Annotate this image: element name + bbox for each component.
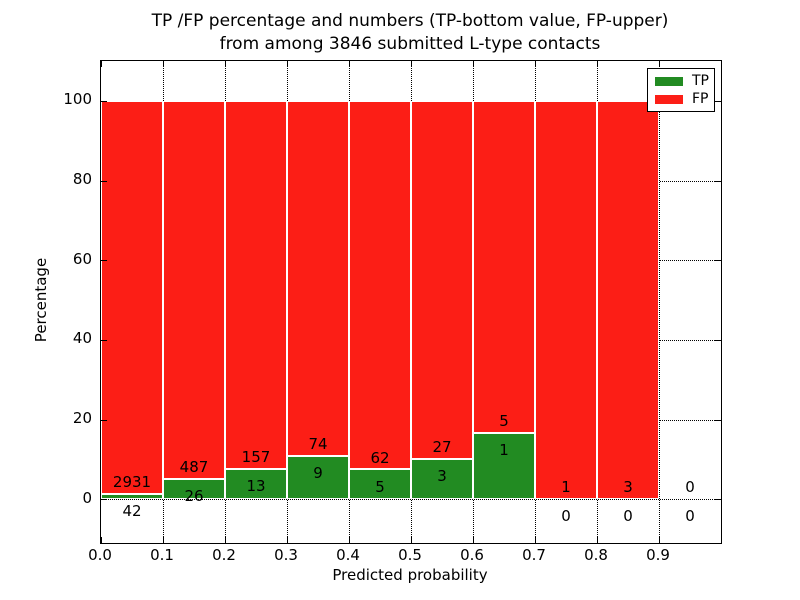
y-tick-mark [101,180,107,182]
bar-tp-segment [411,459,473,500]
x-tick-mark [597,537,598,543]
fp-count-label: 0 [685,478,695,497]
x-axis-label: Predicted probability [332,566,488,584]
fp-color-swatch [655,94,683,104]
y-tick-label: 0 [82,488,92,507]
x-tick-mark [225,537,226,543]
bar-tp-segment [101,493,163,500]
bar-tp-segment [349,469,411,500]
bar-fp-segment [287,100,349,456]
y-tick-mark-right [715,339,721,341]
tp-count-label: 3 [437,467,447,486]
fp-count-label: 27 [432,438,452,457]
bar-tp-segment [163,478,225,500]
x-tick-mark [535,537,536,543]
fp-count-label: 1 [561,478,571,497]
bar-fp-segment [163,100,225,479]
x-tick-label: 0.0 [88,546,112,564]
x-tick-mark-top [287,61,288,67]
x-tick-label: 0.1 [150,546,174,564]
tp-count-label: 5 [375,477,385,496]
bar-fp-segment [535,100,597,500]
legend-item-fp: FP [655,91,709,107]
chart-title-line1: TP /FP percentage and numbers (TP-bottom… [151,11,669,31]
y-tick-mark [101,419,107,421]
tp-color-swatch [655,76,683,86]
x-tick-mark [411,537,412,543]
bar-fp-segment [225,100,287,469]
bar-fp-segment [473,100,535,433]
x-tick-mark [163,537,164,543]
chart-title-line2: from among 3846 submitted L-type contact… [219,34,601,54]
fp-count-label: 74 [308,435,328,454]
gridline-vertical [659,61,660,543]
fp-count-label: 5 [499,411,509,430]
chart-title: TP /FP percentage and numbers (TP-bottom… [100,10,720,56]
x-tick-mark-top [535,61,536,67]
y-tick-mark [101,100,107,102]
y-tick-mark [101,339,107,341]
y-tick-mark-right [715,260,721,262]
tp-count-label: 9 [313,464,323,483]
y-tick-label: 40 [72,329,92,348]
x-tick-mark-top [659,61,660,67]
legend-label-fp: FP [692,91,709,107]
y-tick-label: 20 [72,409,92,427]
x-tick-label: 0.2 [212,546,236,564]
x-tick-label: 0.3 [274,546,298,564]
x-tick-mark [659,537,660,543]
bar-fp-segment [101,100,163,494]
x-tick-label: 0.7 [522,546,546,564]
tp-count-label: 0 [561,507,571,526]
x-tick-mark-top [597,61,598,67]
x-tick-label: 0.5 [398,546,422,564]
fp-count-label: 2931 [112,472,152,491]
x-tick-mark-top [225,61,226,67]
fp-count-label: 3 [623,478,633,497]
y-tick-mark-right [715,100,721,102]
bar-tp-segment [473,432,535,500]
y-tick-label: 60 [72,249,92,268]
x-tick-label: 0.6 [460,546,484,564]
legend-item-tp: TP [655,73,709,89]
x-tick-mark-top [473,61,474,67]
x-tick-mark-top [163,61,164,67]
y-tick-label: 100 [63,90,92,109]
x-tick-mark [473,537,474,543]
tp-count-label: 1 [499,440,509,459]
bar-fp-segment [411,100,473,460]
tp-count-label: 0 [685,507,695,526]
x-tick-label: 0.4 [336,546,360,564]
bar-fp-segment [349,100,411,470]
plot-area: 2931 42 487 26 157 13 74 9 62 5 27 3 5 1 1 0 3 0 0 0 [100,60,722,544]
fp-count-label: 487 [179,458,209,477]
x-tick-label: 0.8 [584,546,608,564]
tp-count-label: 13 [246,476,266,495]
x-tick-label: 0.9 [646,546,670,564]
x-tick-mark-top [411,61,412,67]
legend-label-tp: TP [692,73,709,89]
bar-tp-segment [287,455,349,500]
y-tick-mark-right [715,180,721,182]
x-tick-mark [287,537,288,543]
x-tick-mark [349,537,350,543]
y-tick-mark [101,499,107,501]
x-tick-mark-top [349,61,350,67]
x-tick-mark [101,537,102,543]
legend: TP FP [647,68,715,112]
fp-count-label: 62 [370,448,390,467]
x-tick-mark-top [101,61,102,67]
bar-fp-segment [597,100,659,500]
tp-count-label: 0 [623,507,633,526]
y-tick-mark-right [715,499,721,501]
tp-count-label: 26 [184,487,204,506]
fp-count-label: 157 [241,447,271,466]
bar-tp-segment [225,468,287,500]
y-tick-mark [101,260,107,262]
y-tick-label: 80 [72,170,92,188]
tp-count-label: 42 [122,501,142,520]
y-tick-mark-right [715,419,721,421]
